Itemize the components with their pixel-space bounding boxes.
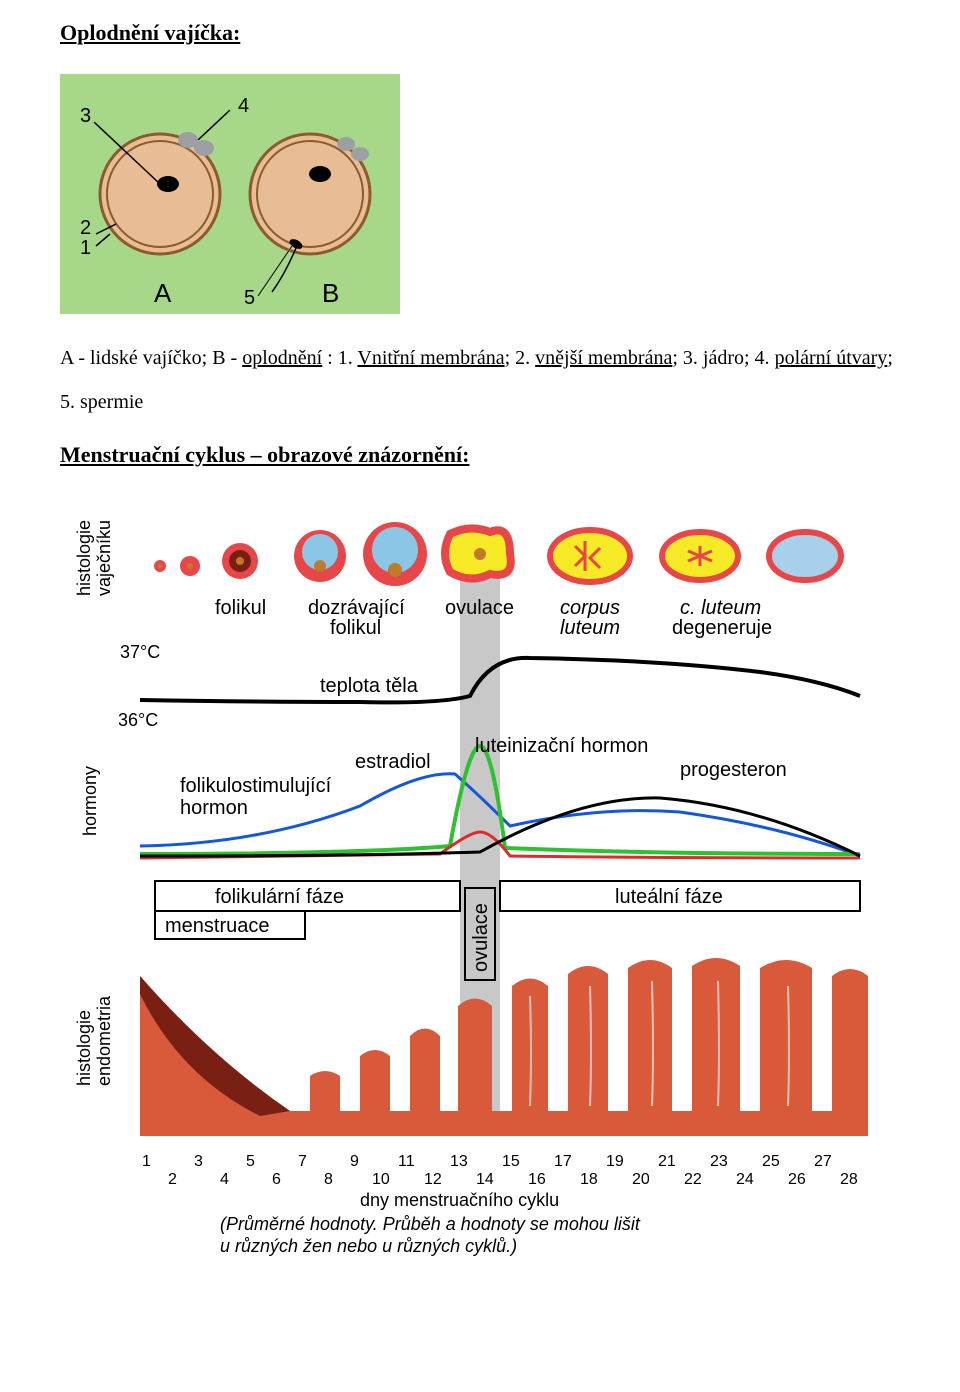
lbl-degen-a: c. luteum bbox=[680, 597, 761, 619]
lbl-fsh-b: hormon bbox=[180, 797, 248, 819]
day-22: 22 bbox=[684, 1171, 702, 1188]
ylabel-histologie-vajecniku-a: histologie bbox=[74, 520, 94, 596]
day-26: 26 bbox=[788, 1171, 806, 1188]
day-1: 1 bbox=[142, 1153, 151, 1170]
day-15: 15 bbox=[502, 1153, 520, 1170]
day-axis: 1 3 5 7 9 11 13 15 17 19 21 23 25 27 2 4… bbox=[142, 1153, 858, 1256]
link-oplodneni[interactable]: oplodnění bbox=[242, 347, 322, 369]
day-10: 10 bbox=[372, 1171, 390, 1188]
lbl-folikul: folikul bbox=[215, 597, 266, 619]
lbl-dozravajici-a: dozrávající bbox=[308, 597, 405, 619]
day-2: 2 bbox=[168, 1171, 177, 1188]
day-19: 19 bbox=[606, 1153, 624, 1170]
temp-tick-37: 37°C bbox=[120, 642, 160, 662]
label-4: 4 bbox=[238, 95, 249, 117]
cap-seg3: ; 3. jádro; 4. bbox=[672, 347, 774, 369]
lbl-corpus-a: corpus bbox=[560, 597, 620, 619]
link-vnejsi-membrana[interactable]: vnější membrána bbox=[535, 347, 672, 369]
label-1: 1 bbox=[80, 237, 91, 259]
day-23: 23 bbox=[710, 1153, 728, 1170]
footnote-1: (Průměrné hodnoty. Průběh a hodnoty se m… bbox=[220, 1214, 641, 1234]
day-18: 18 bbox=[580, 1171, 598, 1188]
lbl-estradiol: estradiol bbox=[355, 751, 431, 773]
day-13: 13 bbox=[450, 1153, 468, 1170]
lbl-teplota: teplota těla bbox=[320, 675, 419, 697]
xaxis-label: dny menstruačního cyklu bbox=[360, 1190, 559, 1210]
ylabel-hormony: hormony bbox=[80, 766, 100, 836]
day-3: 3 bbox=[194, 1153, 203, 1170]
day-6: 6 bbox=[272, 1171, 281, 1188]
lbl-luteal: luteální fáze bbox=[615, 886, 723, 908]
ovary-histology-row: histologie vaječníku folikul dozrávající… bbox=[74, 520, 841, 639]
label-2: 2 bbox=[80, 217, 91, 239]
day-4: 4 bbox=[220, 1171, 229, 1188]
day-27: 27 bbox=[814, 1153, 832, 1170]
day-11: 11 bbox=[398, 1153, 415, 1170]
lbl-progesteron: progesteron bbox=[680, 759, 787, 781]
egg-cell-a bbox=[100, 132, 220, 254]
lbl-lh: luteinizační hormon bbox=[475, 735, 648, 757]
cap-seg1: : 1. bbox=[322, 347, 357, 369]
lbl-fsh-a: folikulostimulující bbox=[180, 775, 332, 797]
day-28: 28 bbox=[840, 1171, 858, 1188]
fertilization-caption: A - lidské vajíčko; B - oplodnění : 1. V… bbox=[60, 336, 900, 424]
lbl-ovulation: ovulace bbox=[470, 903, 492, 972]
day-12: 12 bbox=[424, 1171, 442, 1188]
lbl-dozravajici-b: folikul bbox=[330, 617, 381, 639]
label-5: 5 bbox=[244, 287, 255, 309]
day-20: 20 bbox=[632, 1171, 650, 1188]
label-3: 3 bbox=[80, 105, 91, 127]
heading-fertilization: Oplodnění vajíčka: bbox=[60, 20, 900, 46]
day-8: 8 bbox=[324, 1171, 333, 1188]
lbl-follicular: folikulární fáze bbox=[215, 886, 344, 908]
lbl-ovulace: ovulace bbox=[445, 597, 514, 619]
cap-pre: A - lidské vajíčko; B - bbox=[60, 347, 242, 369]
menstrual-cycle-diagram: histologie vaječníku folikul dozrávající… bbox=[60, 496, 900, 1266]
link-polarni-utvary[interactable]: polární útvary bbox=[775, 347, 888, 369]
day-25: 25 bbox=[762, 1153, 780, 1170]
phase-boxes: folikulární fáze luteální fáze menstruac… bbox=[155, 881, 860, 980]
day-21: 21 bbox=[658, 1153, 676, 1170]
heading-menstrual-cycle: Menstruační cyklus – obrazové znázornění… bbox=[60, 442, 900, 468]
link-vnitrni-membrana[interactable]: Vnitřní membrána bbox=[357, 347, 504, 369]
cap-seg2: ; 2. bbox=[505, 347, 536, 369]
day-24: 24 bbox=[736, 1171, 754, 1188]
label-B: B bbox=[322, 278, 339, 308]
day-5: 5 bbox=[246, 1153, 255, 1170]
day-9: 9 bbox=[350, 1153, 359, 1170]
footnote-2: u různých žen nebo u různých cyklů.) bbox=[220, 1236, 517, 1256]
day-17: 17 bbox=[554, 1153, 572, 1170]
day-14: 14 bbox=[476, 1171, 494, 1188]
lbl-corpus-b: luteum bbox=[560, 617, 620, 639]
temp-tick-36: 36°C bbox=[118, 710, 158, 730]
day-16: 16 bbox=[528, 1171, 546, 1188]
label-A: A bbox=[154, 278, 172, 308]
ylabel-histologie-vajecniku-b: vaječníku bbox=[94, 520, 114, 596]
ylabel-hist-endo-b: endometria bbox=[94, 995, 114, 1086]
lbl-menstruation: menstruace bbox=[165, 915, 270, 937]
day-7: 7 bbox=[298, 1153, 307, 1170]
ylabel-hist-endo-a: histologie bbox=[74, 1010, 94, 1086]
fertilization-diagram: 3 4 2 1 5 A B bbox=[60, 74, 400, 314]
lbl-degen-b: degeneruje bbox=[672, 617, 772, 639]
